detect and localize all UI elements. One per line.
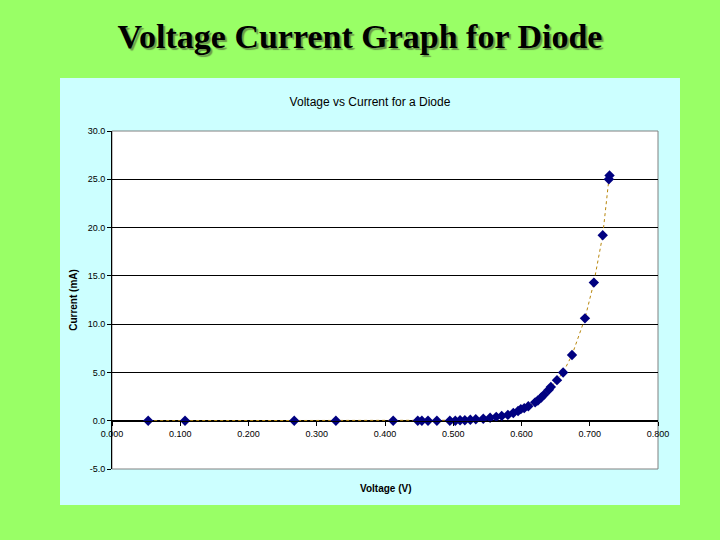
svg-text:20.0: 20.0 — [88, 223, 106, 233]
svg-text:0.100: 0.100 — [169, 429, 192, 439]
svg-text:Current (mA): Current (mA) — [68, 269, 79, 331]
svg-text:-5.0: -5.0 — [90, 464, 106, 474]
svg-text:0.600: 0.600 — [510, 429, 533, 439]
svg-text:0.200: 0.200 — [237, 429, 260, 439]
svg-text:0.000: 0.000 — [101, 429, 124, 439]
svg-text:Voltage vs Current for a Diode: Voltage vs Current for a Diode — [290, 95, 451, 109]
svg-text:0.700: 0.700 — [578, 429, 601, 439]
svg-text:0.800: 0.800 — [647, 429, 670, 439]
svg-text:0.300: 0.300 — [305, 429, 328, 439]
svg-text:Voltage (V): Voltage (V) — [360, 483, 411, 494]
html-text:Voltage Current Graph for Diod: Voltage Current Graph for Diode — [117, 18, 603, 55]
svg-text:25.0: 25.0 — [88, 174, 106, 184]
svg-text:0.0: 0.0 — [93, 416, 106, 426]
svg-text:15.0: 15.0 — [88, 271, 106, 281]
svg-text:30.0: 30.0 — [88, 126, 106, 136]
svg-text:10.0: 10.0 — [88, 319, 106, 329]
svg-text:5.0: 5.0 — [93, 368, 106, 378]
svg-text:0.400: 0.400 — [374, 429, 397, 439]
svg-text:0.500: 0.500 — [442, 429, 465, 439]
